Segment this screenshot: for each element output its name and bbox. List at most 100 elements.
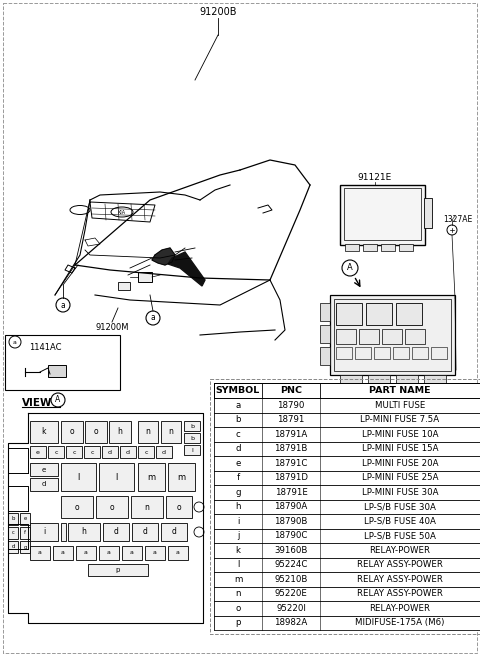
Text: c: c (12, 531, 14, 535)
Text: LP-S/B FUSE 30A: LP-S/B FUSE 30A (364, 502, 436, 511)
Bar (99, 546, 119, 560)
Bar (109, 421, 131, 443)
Bar (30, 421, 58, 443)
Bar (355, 347, 371, 359)
Text: A: A (55, 396, 60, 405)
Text: a: a (13, 340, 17, 344)
Text: LP-S/B FUSE 40A: LP-S/B FUSE 40A (364, 517, 436, 525)
Bar (30, 478, 58, 491)
Text: LP-MINI FUSE 25A: LP-MINI FUSE 25A (362, 473, 438, 482)
Text: o: o (235, 604, 240, 613)
Bar (48, 365, 66, 377)
Bar (61, 523, 66, 541)
Text: d: d (114, 527, 119, 537)
Text: 95224C: 95224C (274, 560, 308, 569)
Text: i: i (237, 517, 239, 525)
Bar (214, 499, 480, 514)
Bar (118, 282, 130, 290)
Bar (424, 198, 432, 228)
Bar (8, 527, 18, 539)
Bar (381, 244, 395, 251)
Bar (214, 615, 480, 630)
Text: f: f (24, 531, 26, 535)
Text: d: d (42, 482, 46, 487)
Bar (120, 446, 136, 458)
Bar (345, 244, 359, 251)
Bar (138, 272, 152, 282)
Bar (210, 379, 480, 634)
Text: 18790A: 18790A (275, 502, 308, 511)
Text: p: p (116, 567, 120, 573)
Bar (20, 513, 30, 525)
Text: e: e (36, 449, 40, 455)
Bar (368, 375, 390, 383)
Text: 91200M: 91200M (95, 323, 129, 333)
Text: o: o (110, 502, 114, 512)
Bar (131, 496, 163, 518)
Text: a: a (61, 550, 65, 556)
Bar (53, 546, 73, 560)
Bar (61, 421, 83, 443)
Bar (103, 523, 129, 541)
Bar (374, 347, 390, 359)
Bar (396, 375, 418, 383)
Text: n: n (145, 428, 150, 436)
Text: A: A (347, 264, 353, 272)
Bar (393, 347, 409, 359)
Text: 18982A: 18982A (275, 618, 308, 627)
Bar (214, 470, 480, 485)
Text: RELAY ASSY-POWER: RELAY ASSY-POWER (357, 589, 443, 598)
Bar (99, 463, 134, 491)
Text: a: a (176, 550, 180, 556)
Bar (336, 347, 352, 359)
Text: a: a (235, 401, 240, 410)
Bar (424, 375, 446, 383)
Text: c: c (90, 449, 94, 455)
Text: g: g (24, 544, 27, 550)
Text: b: b (190, 436, 194, 440)
Text: a: a (84, 550, 88, 556)
Bar (138, 421, 158, 443)
Bar (88, 564, 148, 576)
Text: a: a (60, 300, 65, 310)
Bar (184, 433, 200, 443)
Text: d: d (235, 444, 241, 453)
Text: LP-MINI FUSE 7.5A: LP-MINI FUSE 7.5A (360, 415, 440, 424)
Text: d: d (171, 527, 177, 537)
Bar (412, 347, 428, 359)
Bar (340, 375, 362, 383)
Text: h: h (235, 502, 241, 511)
Bar (320, 325, 330, 343)
Text: 18791: 18791 (277, 415, 305, 424)
Bar (431, 347, 447, 359)
Text: LP-MINI FUSE 30A: LP-MINI FUSE 30A (362, 488, 438, 497)
Text: k: k (236, 546, 240, 555)
Text: 91200B: 91200B (199, 7, 237, 17)
Text: 18791C: 18791C (274, 459, 308, 468)
Text: 18790: 18790 (277, 401, 305, 410)
Text: 18791B: 18791B (274, 444, 308, 453)
Text: c: c (144, 449, 148, 455)
Text: LP-MINI FUSE 15A: LP-MINI FUSE 15A (362, 444, 438, 453)
Text: b: b (190, 424, 194, 428)
Text: a: a (130, 550, 134, 556)
Bar (382, 329, 402, 344)
Bar (336, 303, 362, 325)
Bar (359, 329, 379, 344)
Text: LP-S/B FUSE 50A: LP-S/B FUSE 50A (364, 531, 436, 541)
Text: RELAY-POWER: RELAY-POWER (370, 546, 431, 555)
Text: e: e (235, 459, 240, 468)
Text: d: d (162, 449, 166, 455)
Bar (166, 496, 192, 518)
Text: 95210B: 95210B (274, 575, 308, 584)
Text: a: a (107, 550, 111, 556)
Bar (161, 421, 181, 443)
Text: PNC: PNC (280, 386, 302, 395)
Text: p: p (235, 618, 241, 627)
Bar (214, 456, 480, 470)
Bar (214, 586, 480, 601)
Text: KIA: KIA (118, 209, 126, 215)
Bar (138, 463, 165, 491)
Bar (30, 446, 46, 458)
Text: m: m (234, 575, 242, 584)
